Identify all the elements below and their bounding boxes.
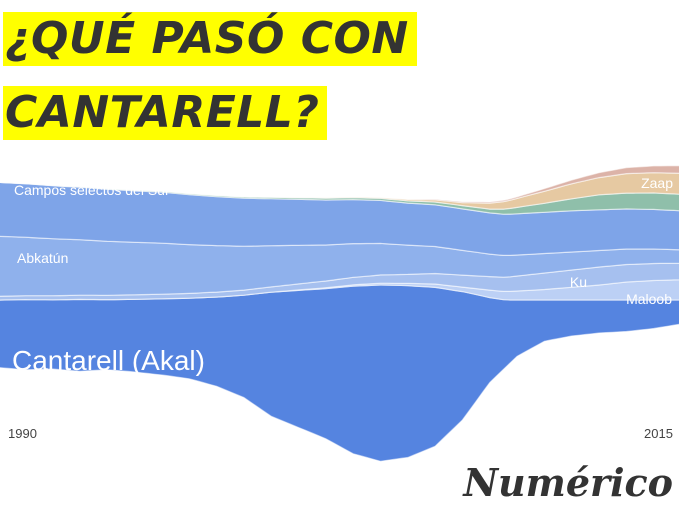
series-label-7: Suroeste — [541, 146, 597, 162]
series-label-6: Zaap — [641, 175, 673, 191]
series-label-1: Cantarell (Akal) — [12, 345, 205, 376]
chart-title-line-2: CANTARELL? — [3, 86, 328, 140]
area-layer-8 — [0, 165, 679, 204]
series-label-4: Abkatún — [17, 250, 68, 266]
series-label-2: Maloob — [626, 291, 672, 307]
series-label-3: Ku — [570, 274, 587, 290]
x-tick-label-end: 2015 — [644, 426, 673, 441]
chart-title-line-1: ¿QUÉ PASÓ CON — [3, 12, 417, 66]
brand-logo-text: Numérico — [463, 460, 673, 505]
x-tick-label-start: 1990 — [8, 426, 37, 441]
series-label-5: Campos selectos del Sur — [14, 182, 170, 198]
